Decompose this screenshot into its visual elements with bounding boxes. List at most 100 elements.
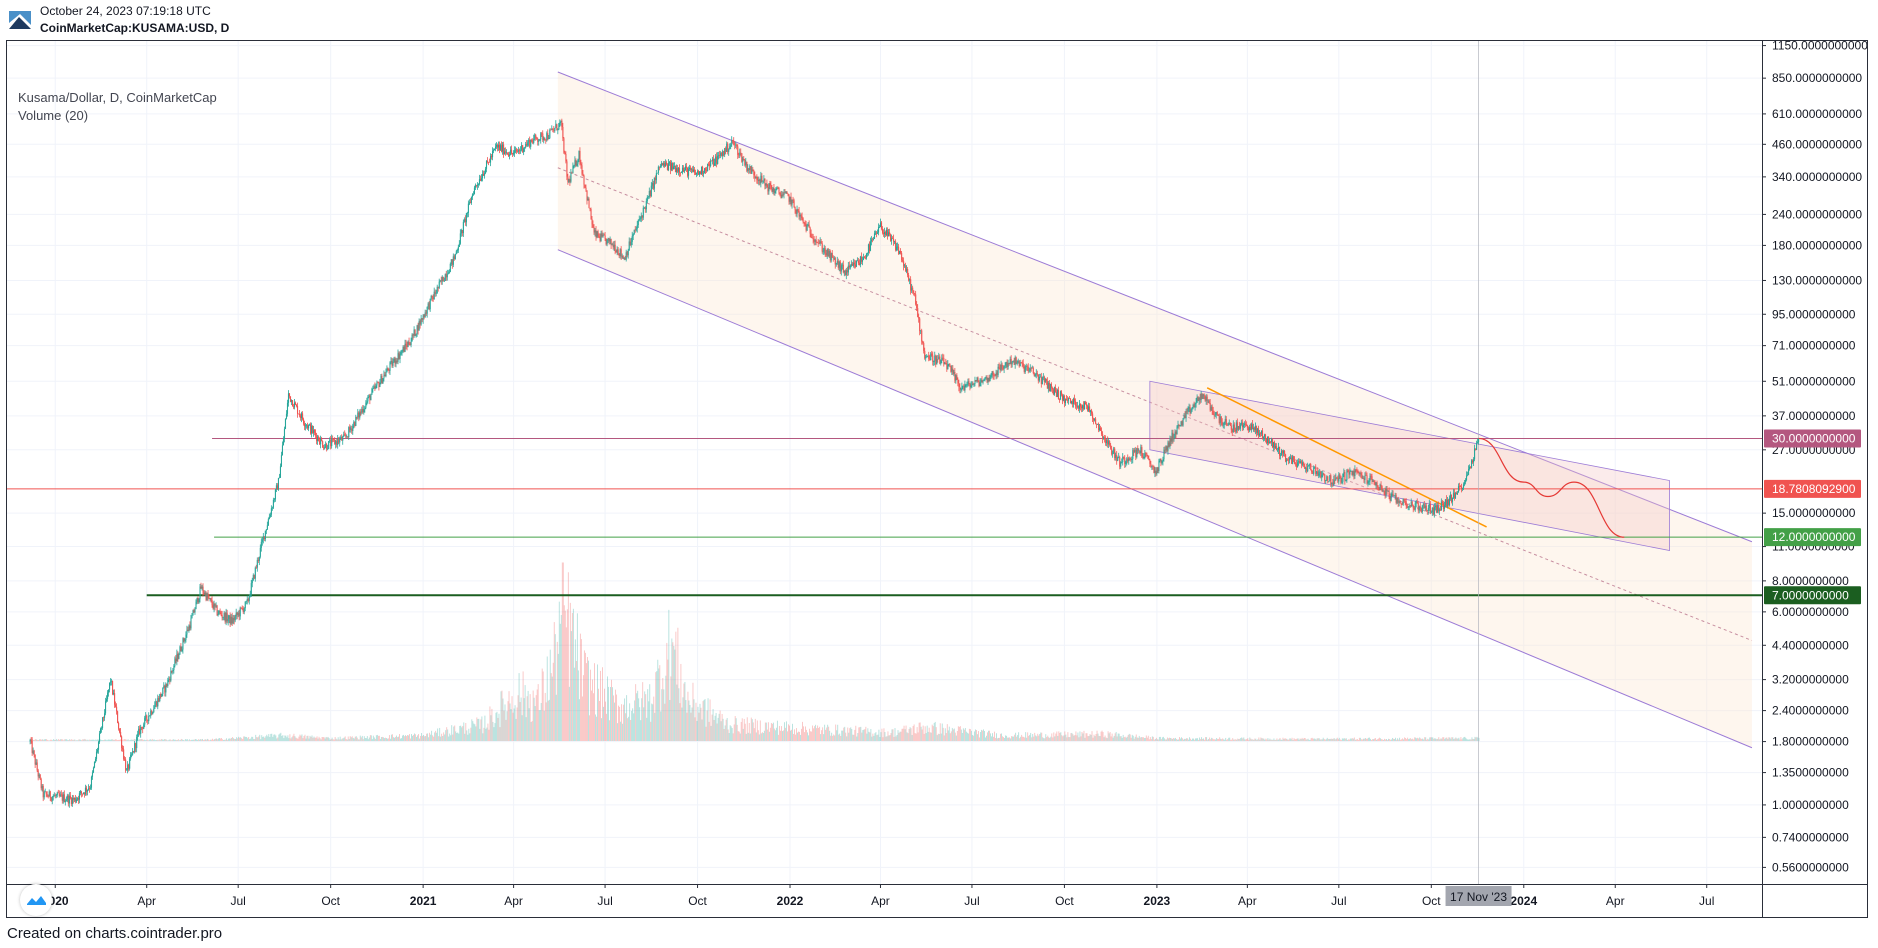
volume-bar xyxy=(717,717,719,741)
volume-bar xyxy=(106,740,108,741)
candle-body xyxy=(695,172,697,175)
candle-body xyxy=(698,171,700,175)
volume-bar xyxy=(1307,738,1309,741)
volume-bar xyxy=(184,739,186,741)
volume-bar xyxy=(493,727,495,741)
volume-bar xyxy=(66,739,68,741)
volume-bar xyxy=(36,739,38,741)
chart-frame[interactable]: 1150.0000000000 850.0000000000 610.0000000… xyxy=(6,40,1868,918)
volume-bar xyxy=(245,736,247,741)
tradingview-logo-icon[interactable] xyxy=(20,884,52,916)
candle-body xyxy=(143,724,145,729)
volume-bar xyxy=(1229,737,1231,741)
volume-bar xyxy=(216,738,217,741)
volume-bar xyxy=(505,719,507,741)
candle-body xyxy=(1038,377,1040,381)
candle-body xyxy=(569,179,571,182)
volume-bar xyxy=(290,738,292,741)
volume-bar xyxy=(1163,738,1165,741)
volume-bar xyxy=(132,740,134,741)
candle-body xyxy=(1228,423,1230,425)
volume-bar xyxy=(566,609,568,741)
volume-bar xyxy=(1170,738,1172,741)
candle-body xyxy=(347,436,349,438)
candle-body xyxy=(130,754,132,759)
y-tick-label: 8.0000000000 xyxy=(1772,574,1849,588)
volume-bar xyxy=(710,725,712,741)
volume-bar xyxy=(780,726,782,741)
candle-body xyxy=(736,144,738,147)
volume-indicator-title[interactable]: Volume (20) xyxy=(18,108,89,123)
volume-bar xyxy=(1145,735,1147,741)
volume-bar xyxy=(762,733,764,741)
candle-body xyxy=(659,166,661,168)
candle-body xyxy=(180,646,182,651)
volume-bar xyxy=(968,728,970,741)
candle-body xyxy=(1014,357,1016,365)
volume-bar xyxy=(430,734,432,741)
volume-bar xyxy=(540,703,542,741)
candle-body xyxy=(1473,459,1475,463)
volume-bar xyxy=(271,733,273,741)
candle-body xyxy=(728,149,730,152)
volume-bar xyxy=(634,700,636,741)
candle-body xyxy=(133,751,135,753)
volume-bar xyxy=(195,739,197,741)
volume-bar xyxy=(1274,739,1276,741)
candle-body xyxy=(1434,506,1436,508)
volume-bar xyxy=(1099,736,1101,741)
candle-body xyxy=(958,383,960,388)
candle-body xyxy=(138,728,140,734)
volume-bar xyxy=(772,722,774,741)
volume-bar xyxy=(53,739,55,741)
candle-body xyxy=(1109,441,1111,445)
volume-bar xyxy=(194,739,196,741)
volume-bar xyxy=(1182,738,1183,741)
candle-body xyxy=(331,438,333,447)
candle-body xyxy=(100,728,103,729)
level-price-tag xyxy=(1764,528,1861,547)
volume-bar xyxy=(706,710,708,741)
volume-bar xyxy=(309,735,311,741)
volume-bar xyxy=(353,738,355,741)
volume-bar xyxy=(113,740,115,741)
volume-bar xyxy=(284,735,286,741)
level-price-tag xyxy=(1764,586,1861,605)
candle-body xyxy=(602,234,604,237)
volume-bar xyxy=(700,707,702,741)
candle-body xyxy=(861,259,863,262)
volume-bar xyxy=(967,733,969,741)
candle-body xyxy=(1315,466,1317,474)
candle-body xyxy=(177,653,179,659)
volume-bar xyxy=(32,739,34,741)
candle-body xyxy=(422,315,424,320)
volume-bar xyxy=(915,733,917,741)
price-chart[interactable]: 1150.0000000000850.0000000000610.0000000… xyxy=(7,41,1867,917)
candle-body xyxy=(1171,432,1173,442)
volume-bar xyxy=(465,722,467,741)
volume-bar xyxy=(484,715,486,741)
candle-body xyxy=(951,368,953,372)
volume-bar xyxy=(605,701,606,741)
candle-body xyxy=(622,255,624,259)
candle-body xyxy=(292,406,295,408)
candle-body xyxy=(846,270,848,273)
candle-body xyxy=(623,257,625,259)
candle-body xyxy=(415,333,417,336)
candle-body xyxy=(875,232,878,234)
volume-bar xyxy=(343,737,345,741)
volume-bar xyxy=(234,738,236,741)
candle-body xyxy=(566,161,568,177)
candle-body xyxy=(107,692,109,700)
volume-bar xyxy=(806,729,807,741)
candle-body xyxy=(815,239,817,243)
volume-bar xyxy=(594,663,595,741)
candle-body xyxy=(362,409,364,413)
volume-bar xyxy=(608,686,609,741)
volume-bar xyxy=(886,736,888,741)
volume-bar xyxy=(289,734,291,741)
candle-body xyxy=(1310,464,1312,470)
volume-bar xyxy=(467,734,469,741)
candle-body xyxy=(1449,494,1452,499)
volume-bar xyxy=(321,737,323,741)
